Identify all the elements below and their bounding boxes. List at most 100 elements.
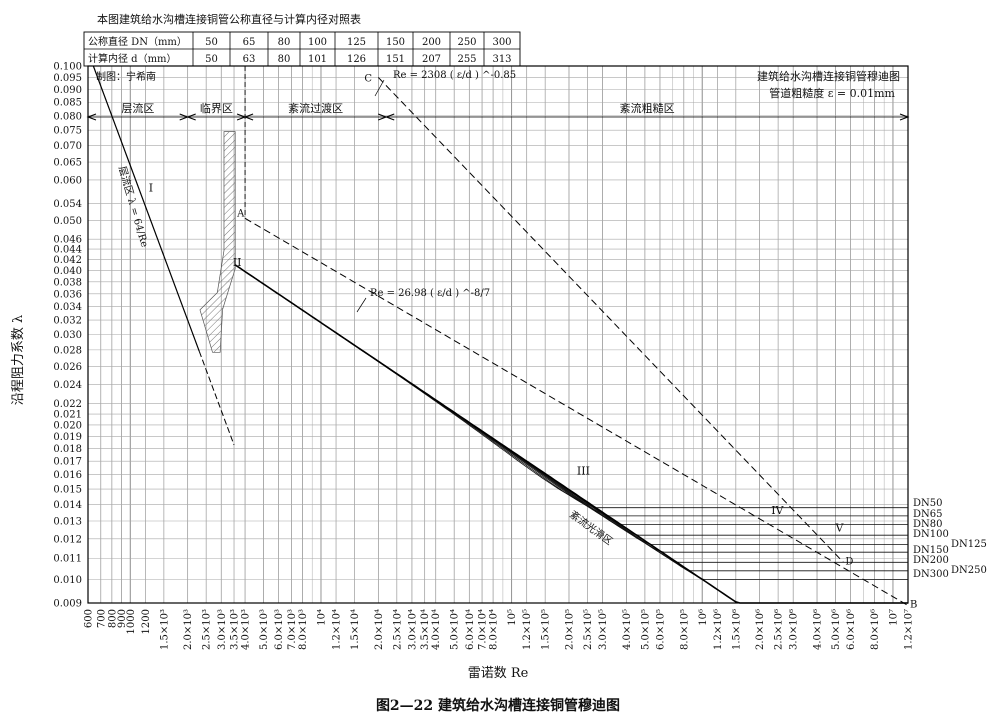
chart-title: 建筑给水沟槽连接铜管穆迪图: [757, 69, 900, 83]
leader-CD: [374, 79, 385, 97]
x-tick-label: 2.0×10⁵: [564, 609, 575, 650]
y-tick-label: 0.015: [53, 485, 82, 496]
x-tick-label: 4.0×10⁵: [622, 609, 633, 650]
series-label-dn125: DN125: [951, 539, 987, 550]
x-tick-label: 1.5×10⁵: [541, 609, 552, 650]
table-row2-label: 计算内径 d（mm）: [88, 52, 177, 65]
x-tick-label: 4.0×10⁶: [813, 609, 824, 650]
y-tick-label: 0.054: [53, 199, 82, 210]
plot-frame: [87, 65, 909, 604]
table-dn-cell: 200: [422, 37, 441, 48]
laminar-line-extension: [198, 351, 235, 446]
y-tick-label: 0.100: [53, 62, 82, 73]
table-dn-cell: 50: [205, 37, 218, 48]
x-tick-label: 600: [84, 609, 95, 628]
table-d-cell: 151: [386, 54, 405, 65]
y-tick-label: 0.016: [53, 470, 82, 481]
x-tick-label: 1.2×10⁵: [522, 609, 533, 650]
x-tick-label: 8.0×10³: [298, 609, 309, 650]
x-tick-label: 1.5×10³: [159, 609, 170, 650]
y-tick-label: 0.012: [53, 534, 82, 545]
y-tick-label: 0.085: [53, 98, 82, 109]
zone-label: 紊流过渡区: [288, 101, 343, 115]
x-tick-label: 1.5×10⁴: [350, 609, 361, 650]
region-label: V: [835, 522, 845, 535]
zone-label: 临界区: [200, 101, 233, 115]
x-tick-label: 6.0×10⁴: [465, 609, 476, 650]
x-tick-label: 4.0×10³: [241, 609, 252, 650]
series-label-dn100: DN100: [913, 529, 949, 540]
series-label-dn80: DN80: [913, 519, 943, 530]
y-tick-label: 0.022: [53, 399, 82, 410]
series-label-dn250: DN250: [951, 565, 987, 576]
zone-arrow-left: [384, 113, 395, 121]
y-tick-label: 0.090: [53, 85, 82, 96]
axes: 0.009 0.010 0.011 0.012 0.013 0.014 0.015 0.016…: [53, 62, 914, 651]
x-tick-label: 10⁴: [316, 609, 327, 626]
y-tick-label: 0.080: [53, 111, 82, 122]
x-tick-label: 10⁶: [698, 609, 709, 626]
x-tick-label: 2.5×10³: [202, 609, 213, 650]
y-tick-label: 0.065: [53, 158, 82, 169]
y-tick-label: 0.017: [53, 457, 82, 468]
zone-label: 紊流粗糙区: [620, 101, 675, 115]
y-tick-label: 0.046: [53, 235, 82, 246]
series-label-dn200: DN200: [913, 555, 949, 566]
table-dn-cell: 300: [492, 37, 511, 48]
table-dn-cell: 125: [347, 37, 366, 48]
y-tick-label: 0.032: [53, 316, 82, 327]
region-label: I: [149, 181, 153, 194]
x-tick-label: 1.5×10⁶: [731, 609, 742, 650]
table-d-cell: 207: [422, 54, 441, 65]
x-tick-label: 6.0×10⁵: [655, 609, 666, 650]
x-tick-label: 3.0×10⁶: [789, 609, 800, 650]
x-tick-label: 1200: [141, 609, 152, 634]
y-tick-label: 0.040: [53, 266, 82, 277]
y-tick-label: 0.030: [53, 330, 82, 341]
table-d-cell: 63: [243, 54, 256, 65]
table-dn-cell: 250: [457, 37, 476, 48]
x-tick-label: 900: [117, 609, 128, 628]
y-tick-label: 0.013: [53, 516, 82, 527]
table-row1-label: 公称直径 DN（mm）: [88, 35, 187, 48]
y-tick-label: 0.011: [53, 554, 82, 565]
region-label: IV: [771, 504, 784, 517]
critical-band: [199, 131, 236, 353]
y-tick-label: 0.036: [53, 289, 82, 300]
x-tick-label: 8.0×10⁵: [679, 609, 690, 650]
x-tick-label: 7.0×10⁴: [478, 609, 489, 650]
y-tick-label: 0.021: [53, 410, 82, 421]
zone-arrow-left: [186, 113, 196, 121]
x-tick-label: 1000: [126, 609, 137, 634]
y-tick-label: 0.095: [53, 73, 82, 84]
table-dn-cell: 65: [243, 37, 256, 48]
table-dn-cell: 80: [278, 37, 291, 48]
x-tick-label: 2.0×10³: [183, 609, 194, 650]
x-tick-label: 4.0×10⁴: [431, 609, 442, 650]
table-d-cell: 255: [457, 54, 476, 65]
y-tick-label: 0.038: [53, 277, 82, 288]
region-label: III: [577, 465, 590, 478]
x-tick-label: 2.5×10⁵: [583, 609, 594, 650]
y-tick-label: 0.010: [53, 575, 82, 586]
x-tick-label: 1.2×10⁷: [904, 609, 915, 650]
y-tick-label: 0.070: [53, 141, 82, 152]
x-tick-label: 3.0×10⁴: [407, 609, 418, 650]
y-tick-label: 0.019: [53, 432, 82, 443]
series-label-dn300: DN300: [913, 569, 949, 580]
x-tick-label: 10⁷: [888, 609, 899, 626]
boundary-AB-formula: Re = 26.98 ( ε/d ) ^-8/7: [370, 288, 490, 299]
author-label: 制图：宁希南: [96, 70, 156, 83]
y-tick-label: 0.050: [53, 216, 82, 227]
x-tick-label: 1.2×10⁶: [713, 609, 724, 650]
x-tick-label: 800: [107, 609, 118, 628]
x-tick-label: 3.5×10⁴: [420, 609, 431, 650]
x-tick-label: 2.5×10⁴: [392, 609, 403, 650]
x-tick-label: 3.5×10³: [230, 609, 241, 650]
point-C-label: C: [364, 73, 372, 84]
table-dn-cell: 150: [386, 37, 405, 48]
boundary-CD: [377, 77, 844, 563]
laminar-line: [92, 65, 200, 352]
